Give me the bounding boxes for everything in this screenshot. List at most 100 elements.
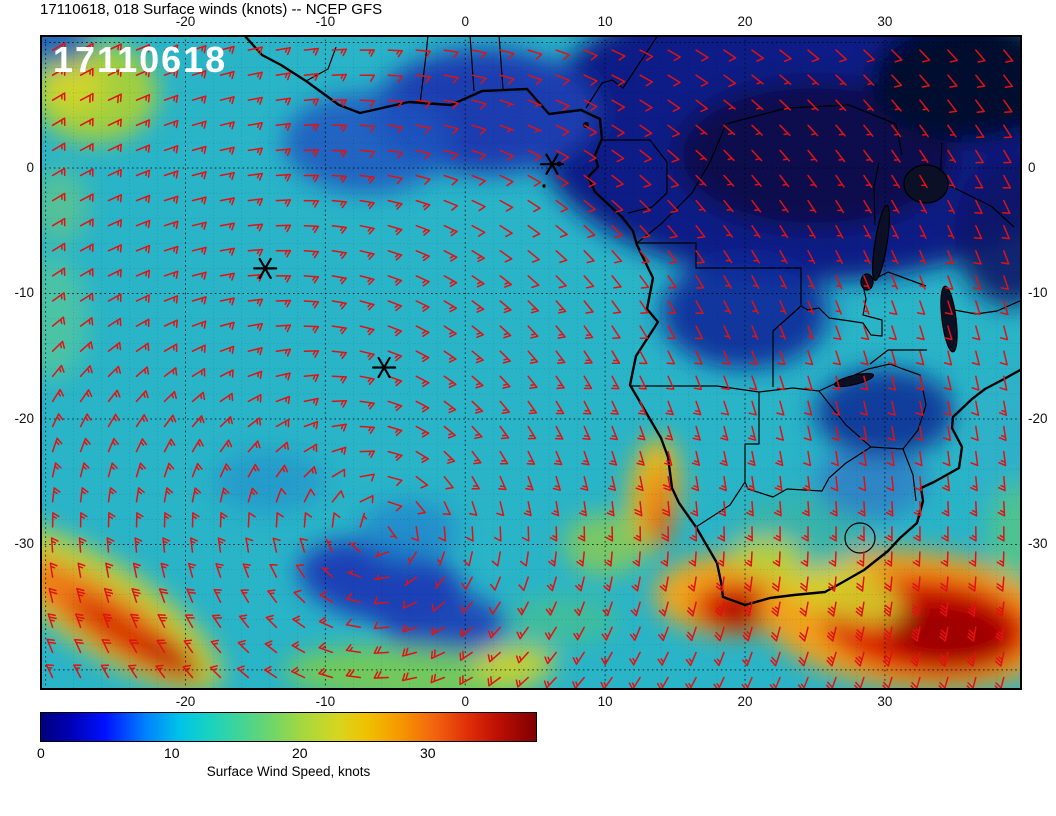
wind-barbs-layer	[45, 42, 1014, 690]
wind-barb	[411, 526, 420, 542]
wind-barb	[583, 99, 598, 112]
wind-barb	[105, 562, 114, 578]
speed-patch	[870, 35, 1022, 143]
wind-barb	[695, 224, 706, 239]
wind-barb	[751, 124, 763, 136]
wind-barb	[779, 300, 787, 315]
wind-barb	[331, 174, 348, 183]
wind-barb	[691, 475, 700, 492]
wind-barb	[693, 375, 703, 391]
wind-barb	[527, 199, 541, 213]
wind-barb	[776, 400, 785, 416]
wind-barb	[746, 475, 755, 492]
wind-barb	[751, 74, 764, 85]
wind-barb	[471, 99, 487, 110]
wind-barb	[106, 537, 115, 553]
speed-patch	[40, 35, 95, 66]
wind-barb	[799, 601, 809, 617]
colorbar-tick-label: 20	[292, 745, 308, 761]
wind-barb	[611, 49, 626, 61]
wind-barb	[639, 124, 653, 138]
wind-barb	[695, 250, 705, 264]
wind-barb	[611, 300, 622, 314]
wind-barb	[275, 274, 292, 283]
wind-barb	[891, 74, 903, 88]
wind-barb	[583, 250, 595, 264]
wind-barb	[630, 601, 641, 617]
wind-barb	[773, 501, 782, 517]
wind-barb	[247, 394, 262, 403]
wind-barb	[742, 651, 753, 667]
wind-barb	[863, 149, 874, 163]
wind-barb	[275, 249, 292, 258]
wind-barb	[887, 425, 896, 442]
speed-patch	[507, 594, 620, 645]
wind-map-canvas	[40, 35, 1022, 690]
wind-barb	[263, 665, 278, 679]
wind-barb	[828, 576, 837, 592]
wind-barb	[499, 375, 511, 389]
wind-barb	[191, 171, 207, 180]
wind-barb	[798, 626, 809, 642]
wind-barb	[555, 74, 570, 86]
wind-barb	[359, 149, 376, 159]
africa-coastline	[242, 35, 1022, 607]
speed-patch	[651, 506, 672, 545]
wind-barb	[387, 501, 403, 512]
wind-barb	[331, 446, 347, 455]
wind-barb	[995, 601, 1005, 617]
wind-barb	[975, 149, 984, 164]
wind-barb	[331, 149, 348, 158]
wind-barb	[128, 639, 140, 654]
wind-barb	[639, 224, 651, 239]
wind-barb	[779, 224, 789, 239]
wind-barb	[303, 98, 320, 107]
datetime-overlay-label: 17110618	[53, 39, 228, 80]
wind-barb	[973, 224, 983, 240]
wind-barb	[345, 593, 362, 603]
wind-barb	[51, 340, 66, 352]
wind-barb	[607, 475, 617, 492]
wind-barb	[723, 49, 737, 62]
wind-barb	[491, 551, 501, 567]
wind-barb	[163, 69, 179, 78]
wind-barb	[247, 347, 263, 356]
wind-barb	[800, 551, 809, 567]
wind-barb	[966, 651, 977, 667]
wind-barb	[601, 626, 613, 641]
wind-barb	[884, 576, 893, 592]
wind-barb	[947, 99, 958, 114]
wind-barb	[303, 397, 319, 406]
wind-barb	[527, 375, 538, 390]
wind-barb	[915, 375, 924, 391]
wind-barb	[191, 95, 207, 104]
wind-barb	[415, 99, 431, 109]
wind-barb	[639, 325, 649, 339]
wind-barb	[779, 174, 790, 188]
wind-barb	[555, 300, 567, 314]
wind-barb	[191, 45, 207, 54]
wind-barb	[303, 466, 317, 478]
wind-barb	[771, 601, 781, 617]
wind-barb	[578, 501, 587, 517]
wind-barb	[638, 375, 647, 390]
wind-barb	[779, 199, 789, 213]
wind-barb	[600, 651, 613, 666]
wind-barb	[459, 650, 473, 662]
wind-barb	[723, 275, 732, 289]
wind-barb	[488, 601, 501, 615]
wind-barb	[939, 626, 949, 642]
wind-barb	[543, 676, 557, 689]
wind-barb	[662, 475, 672, 492]
wind-barb	[807, 174, 818, 188]
wind-barb	[891, 275, 898, 290]
wind-barb	[748, 400, 757, 416]
wind-barb	[191, 438, 204, 453]
wind-barb	[75, 613, 85, 629]
wind-barb	[48, 587, 58, 603]
wind-barb	[219, 272, 235, 281]
wind-barb	[947, 49, 959, 63]
wind-barb	[518, 576, 529, 592]
wind-barb	[942, 475, 950, 492]
wind-barb	[275, 47, 291, 56]
